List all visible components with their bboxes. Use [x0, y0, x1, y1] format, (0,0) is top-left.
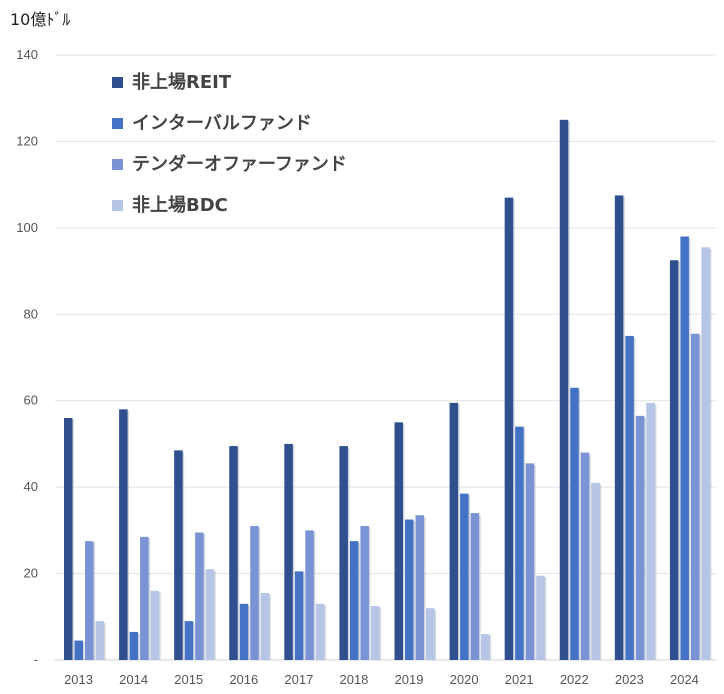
unit-label: 10億ﾄﾞﾙ — [10, 10, 71, 29]
bar — [349, 541, 359, 660]
bar — [525, 463, 535, 660]
legend-swatch — [112, 118, 123, 129]
legend-label: 非上場REIT — [132, 71, 232, 93]
bar — [680, 236, 689, 660]
x-tick-label: 2020 — [450, 672, 479, 687]
y-axis: - 20 40 60 80 100 120 140 — [16, 47, 38, 667]
bar — [614, 195, 624, 661]
x-tick-label: 2019 — [395, 672, 424, 687]
bar — [174, 450, 183, 660]
bar — [449, 402, 459, 660]
legend-label: テンダーオファーファンド — [132, 153, 347, 175]
bar — [669, 260, 679, 660]
bar — [580, 452, 590, 660]
x-tick-label: 2015 — [174, 672, 203, 687]
bar — [426, 608, 435, 660]
y-tick-label: 40 — [24, 479, 38, 494]
x-tick-label: 2022 — [560, 672, 589, 687]
legend-swatch — [112, 159, 123, 170]
bar — [405, 519, 414, 660]
x-tick-label: 2017 — [284, 672, 313, 687]
bar — [129, 631, 139, 660]
bar — [339, 446, 348, 660]
bar — [229, 446, 238, 660]
bar — [415, 515, 424, 660]
bar — [481, 634, 490, 660]
y-tick-label: 120 — [16, 133, 38, 148]
bar — [460, 493, 469, 660]
x-axis: 2013 2014 2015 2016 2017 2018 2019 2020 2021 2022… — [64, 672, 699, 687]
x-tick-label: 2016 — [229, 672, 258, 687]
legend-label: インターバルファンド — [132, 113, 312, 134]
bar — [64, 418, 73, 660]
bar — [119, 409, 128, 660]
legend-swatch — [112, 77, 123, 88]
bar — [504, 197, 514, 660]
x-tick-label: 2023 — [615, 672, 644, 687]
bar — [95, 621, 104, 660]
bar — [195, 532, 204, 660]
bar — [370, 605, 380, 660]
bars — [64, 119, 712, 661]
bar — [701, 247, 710, 660]
bar — [635, 415, 645, 660]
bar — [184, 621, 194, 660]
y-tick-label: 20 — [24, 566, 38, 581]
bar — [515, 426, 524, 660]
legend-swatch — [112, 200, 123, 211]
x-tick-label: 2018 — [339, 672, 368, 687]
bar — [260, 593, 270, 660]
bar — [360, 526, 369, 660]
bar — [394, 422, 403, 660]
bar — [690, 333, 700, 660]
bar — [250, 526, 259, 660]
x-tick-label: 2021 — [505, 672, 534, 687]
bar — [294, 571, 304, 660]
y-tick-label: 80 — [24, 306, 38, 321]
bar — [570, 387, 579, 660]
legend-label: 非上場BDC — [132, 194, 228, 216]
x-tick-label: 2024 — [670, 672, 699, 687]
y-tick-label: 100 — [16, 220, 38, 235]
bar — [140, 536, 149, 660]
x-tick-label: 2013 — [64, 672, 93, 687]
y-tick-label: 60 — [24, 393, 38, 408]
bar — [205, 569, 215, 660]
bar — [591, 482, 600, 660]
bar — [305, 530, 314, 660]
y-tick-label: 140 — [16, 47, 38, 62]
bar — [625, 335, 634, 660]
bar — [470, 513, 480, 660]
y-tick-label: - — [34, 652, 38, 667]
bar — [646, 402, 655, 660]
bar — [284, 443, 293, 660]
bar — [85, 541, 94, 660]
bar — [239, 603, 249, 660]
bar — [559, 119, 569, 661]
gridlines — [55, 54, 716, 661]
x-tick-label: 2014 — [119, 672, 148, 687]
bar — [536, 575, 545, 660]
bar — [74, 640, 83, 660]
bar — [315, 603, 325, 660]
bar — [150, 590, 160, 660]
